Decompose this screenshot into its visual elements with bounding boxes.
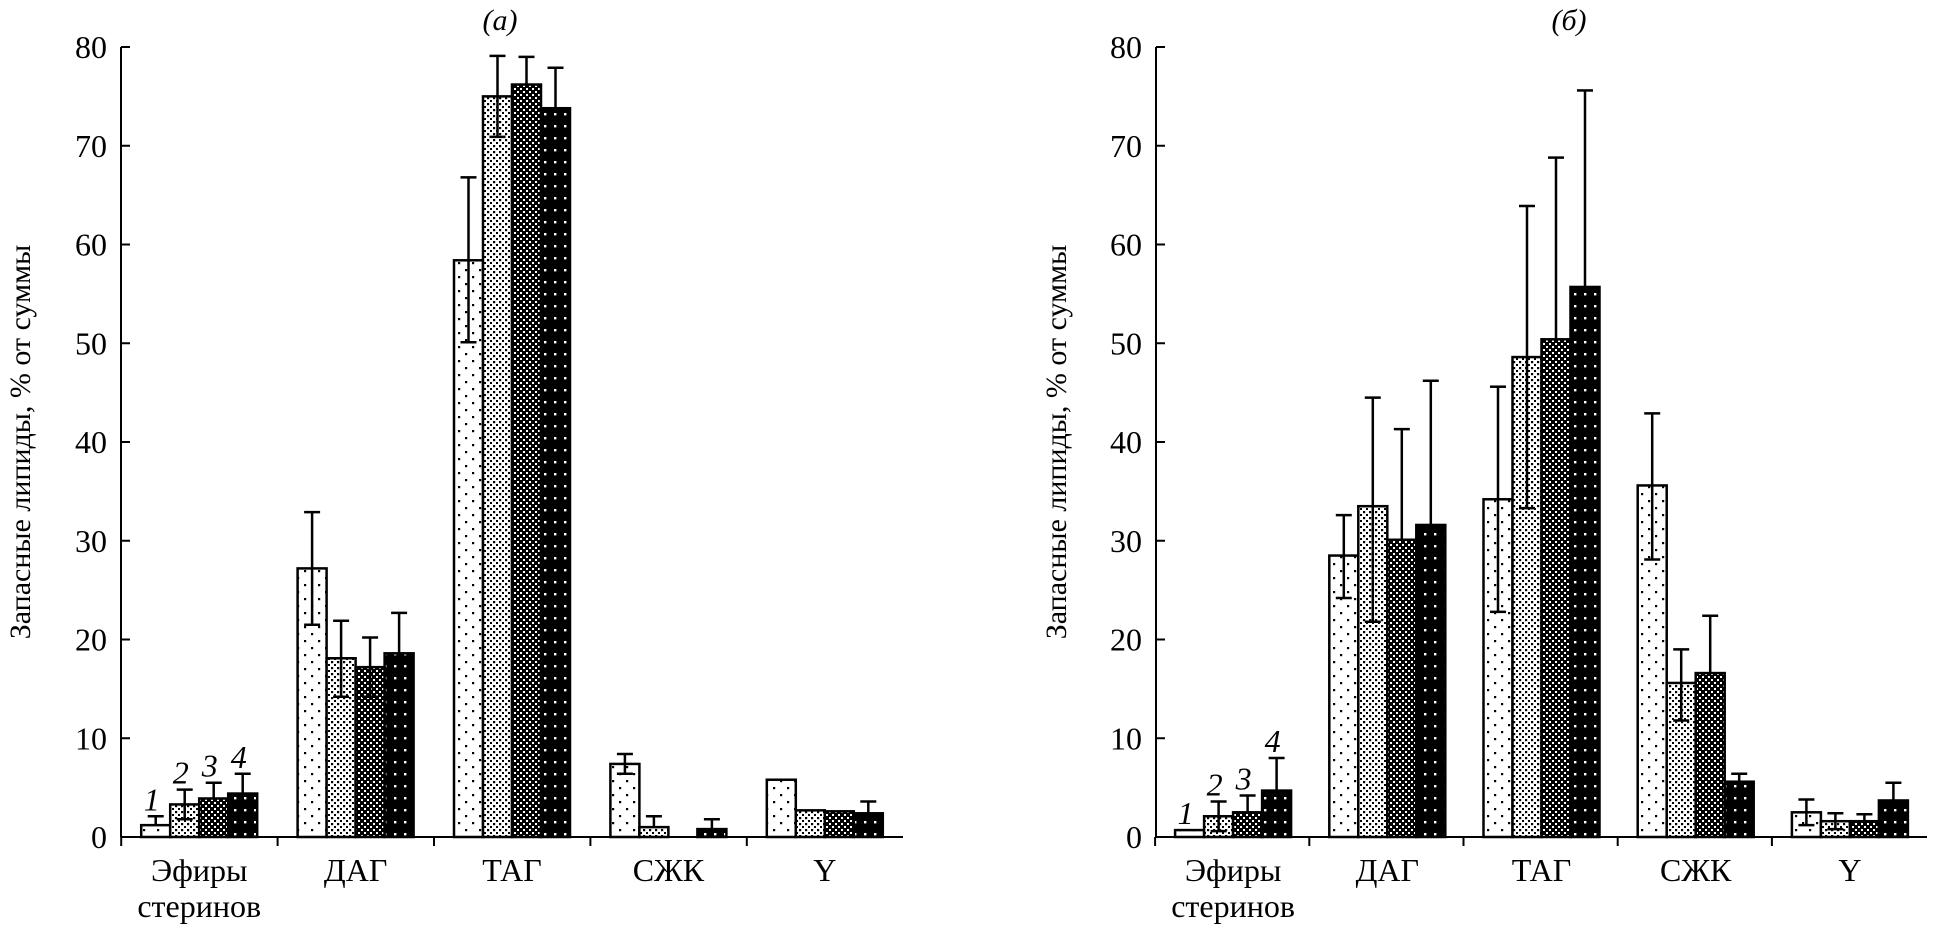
x-tick-label: стеринов (1171, 888, 1295, 924)
y-tick-label: 20 (1110, 622, 1142, 658)
x-tick-label: Эфиры (1185, 852, 1281, 888)
x-tick-label: ТАГ (482, 852, 542, 888)
y-tick-label: 0 (1126, 819, 1142, 855)
chart-title: (а) (483, 4, 518, 37)
chart-title: (б) (1551, 4, 1586, 37)
chart-panel-2: (б) Запасные липиды, % от суммы 0 10 20 30 40 5… (1040, 4, 1927, 924)
x-tick-label: ТАГ (1512, 852, 1572, 888)
x-tick-label: СЖК (633, 852, 705, 888)
bar-series-3 (197, 797, 230, 839)
chart-panel-1: (а) Запасные липиды, % от суммы 0 10 20 30 40 5… (4, 4, 903, 924)
bar-series-4 (383, 652, 415, 839)
series-label: 4 (231, 739, 247, 775)
y-tick-label: 10 (1110, 720, 1142, 756)
bar-series-4 (1415, 523, 1447, 839)
bar-series-3 (1848, 819, 1881, 839)
y-tick-label: 80 (1110, 29, 1142, 65)
series-label: 4 (1265, 723, 1281, 759)
bar-series-4 (539, 106, 572, 839)
bar-series-1 (139, 823, 172, 839)
y-tick-label: 50 (1110, 325, 1142, 361)
bar-series-1 (1328, 554, 1360, 839)
y-tick-label: 60 (1110, 227, 1142, 263)
series-label: 3 (201, 748, 218, 784)
y-tick-label: 50 (75, 325, 107, 361)
y-tick-label: 70 (75, 128, 107, 164)
y-tick-label: 60 (75, 227, 107, 263)
bar-series-4 (226, 792, 259, 839)
bar-series-2 (481, 95, 514, 839)
x-tick-label: СЖК (1660, 852, 1732, 888)
bar-series-4 (1260, 789, 1293, 839)
bar-series-3 (510, 83, 543, 839)
bar-series-3 (1540, 338, 1572, 839)
bar-series-1 (1173, 828, 1206, 839)
series-label: 2 (173, 755, 189, 791)
series-label: 2 (1207, 766, 1223, 802)
bar-series-3 (1386, 538, 1418, 839)
y-tick-label: 70 (1110, 128, 1142, 164)
x-tick-label: Эфиры (151, 852, 247, 888)
bar-series-3 (823, 810, 856, 839)
bar-series-2 (794, 809, 827, 839)
y-tick-label: 80 (75, 29, 107, 65)
series-label: 1 (144, 781, 160, 817)
series-label: 3 (1235, 761, 1252, 797)
bar-series-3 (1694, 671, 1726, 839)
x-tick-label: ДАГ (324, 852, 387, 888)
x-tick-label: стеринов (137, 888, 261, 924)
bar-series-1 (452, 259, 485, 839)
bar-series-4 (1877, 799, 1910, 839)
y-tick-label: 0 (91, 819, 107, 855)
bar-series-2 (1511, 355, 1543, 839)
y-tick-label: 30 (1110, 523, 1142, 559)
bar-series-2 (638, 825, 670, 839)
x-tick-label: Y (1838, 852, 1861, 888)
y-tick-label: 10 (75, 720, 107, 756)
bar-series-4 (1723, 780, 1755, 839)
y-tick-label: 40 (1110, 424, 1142, 460)
bar-series-4 (852, 812, 885, 839)
bar-series-4 (696, 827, 728, 839)
x-tick-label: Y (813, 852, 836, 888)
series-label: 1 (1178, 795, 1194, 831)
y-tick-label: 40 (75, 424, 107, 460)
y-axis-label: Запасные липиды, % от суммы (4, 245, 37, 640)
bar-series-3 (1231, 811, 1264, 839)
y-tick-label: 30 (75, 523, 107, 559)
y-axis-label: Запасные липиды, % от суммы (1040, 245, 1073, 640)
bar-series-4 (1569, 285, 1601, 839)
x-tick-label: ДАГ (1356, 852, 1419, 888)
y-tick-label: 20 (75, 622, 107, 658)
bar-series-1 (765, 778, 798, 839)
